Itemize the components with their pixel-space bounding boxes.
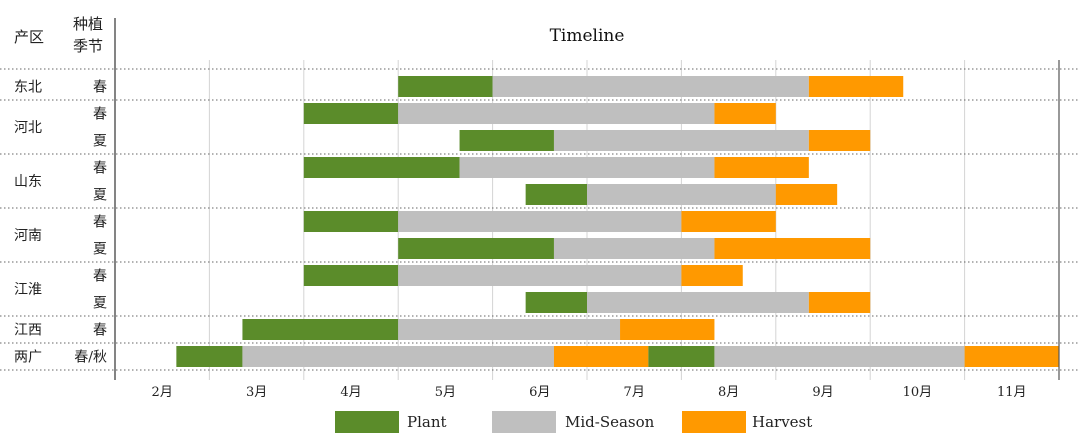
plant-bar <box>303 211 399 232</box>
header-season-line2: 季节 <box>73 37 103 55</box>
harvest-bar <box>808 292 871 313</box>
harvest-bar <box>553 346 649 367</box>
header-region: 产区 <box>14 28 44 46</box>
season-label: 夏 <box>93 188 107 204</box>
chart-title: Timeline <box>550 26 625 46</box>
x-tick-label: 6月 <box>529 385 550 400</box>
harvest-bar <box>964 346 1059 367</box>
mid-season-bar <box>398 103 715 124</box>
legend-swatch-plant <box>335 411 399 433</box>
legend-label-harvest: Harvest <box>752 413 812 431</box>
legend-label-plant: Plant <box>407 413 447 431</box>
region-label: 河北 <box>14 120 42 136</box>
season-label: 春 <box>93 107 107 123</box>
x-tick-label: 7月 <box>624 385 645 400</box>
harvest-bar <box>775 184 838 205</box>
mid-season-bar <box>553 238 715 259</box>
harvest-bar <box>714 238 871 259</box>
plant-bar <box>525 184 587 205</box>
region-label: 两广 <box>14 350 42 366</box>
season-label: 春 <box>93 80 107 96</box>
season-label: 春 <box>93 269 107 285</box>
harvest-bar <box>808 76 904 97</box>
plant-bar <box>303 103 399 124</box>
harvest-bar <box>681 265 743 286</box>
mid-season-bar <box>714 346 965 367</box>
legend-swatch-mid-season <box>492 411 556 433</box>
x-tick-label: 9月 <box>812 385 833 400</box>
x-tick-label: 2月 <box>152 385 173 400</box>
season-label: 春 <box>93 161 107 177</box>
season-label: 夏 <box>93 296 107 312</box>
harvest-bar <box>714 157 809 178</box>
plant-bar <box>303 265 399 286</box>
mid-season-bar <box>587 292 809 313</box>
region-label: 河南 <box>14 228 42 244</box>
legend-swatch-harvest <box>682 411 746 433</box>
plant-bar <box>648 346 715 367</box>
region-label: 东北 <box>14 80 42 96</box>
mid-season-bar <box>398 265 682 286</box>
x-tick-label: 11月 <box>997 385 1027 400</box>
plant-bar <box>398 238 554 259</box>
x-tick-label: 10月 <box>903 385 933 400</box>
legend-label-mid-season: Mid-Season <box>565 413 655 431</box>
season-label: 春 <box>93 323 107 339</box>
x-tick-label: 3月 <box>246 385 267 400</box>
mid-season-bar <box>553 130 809 151</box>
region-label: 江淮 <box>14 282 42 298</box>
plant-bar <box>303 157 460 178</box>
plant-bar <box>398 76 493 97</box>
plant-bar <box>459 130 554 151</box>
harvest-bar <box>808 130 871 151</box>
mid-season-bar <box>398 211 682 232</box>
season-label: 夏 <box>93 242 107 258</box>
region-label: 山东 <box>14 174 42 190</box>
plant-bar <box>525 292 587 313</box>
season-label: 春 <box>93 215 107 231</box>
mid-season-bar <box>242 346 554 367</box>
mid-season-bar <box>459 157 715 178</box>
x-tick-label: 5月 <box>435 385 456 400</box>
season-label: 夏 <box>93 134 107 150</box>
harvest-bar <box>714 103 776 124</box>
header-season-line1: 种植 <box>73 15 103 33</box>
mid-season-bar <box>587 184 776 205</box>
x-tick-label: 4月 <box>340 385 361 400</box>
mid-season-bar <box>492 76 809 97</box>
region-label: 江西 <box>14 323 42 339</box>
mid-season-bar <box>398 319 621 340</box>
harvest-bar <box>620 319 715 340</box>
plant-bar <box>242 319 399 340</box>
season-label: 春/秋 <box>74 350 107 366</box>
x-tick-label: 8月 <box>718 385 739 400</box>
plant-bar <box>176 346 243 367</box>
harvest-bar <box>681 211 776 232</box>
